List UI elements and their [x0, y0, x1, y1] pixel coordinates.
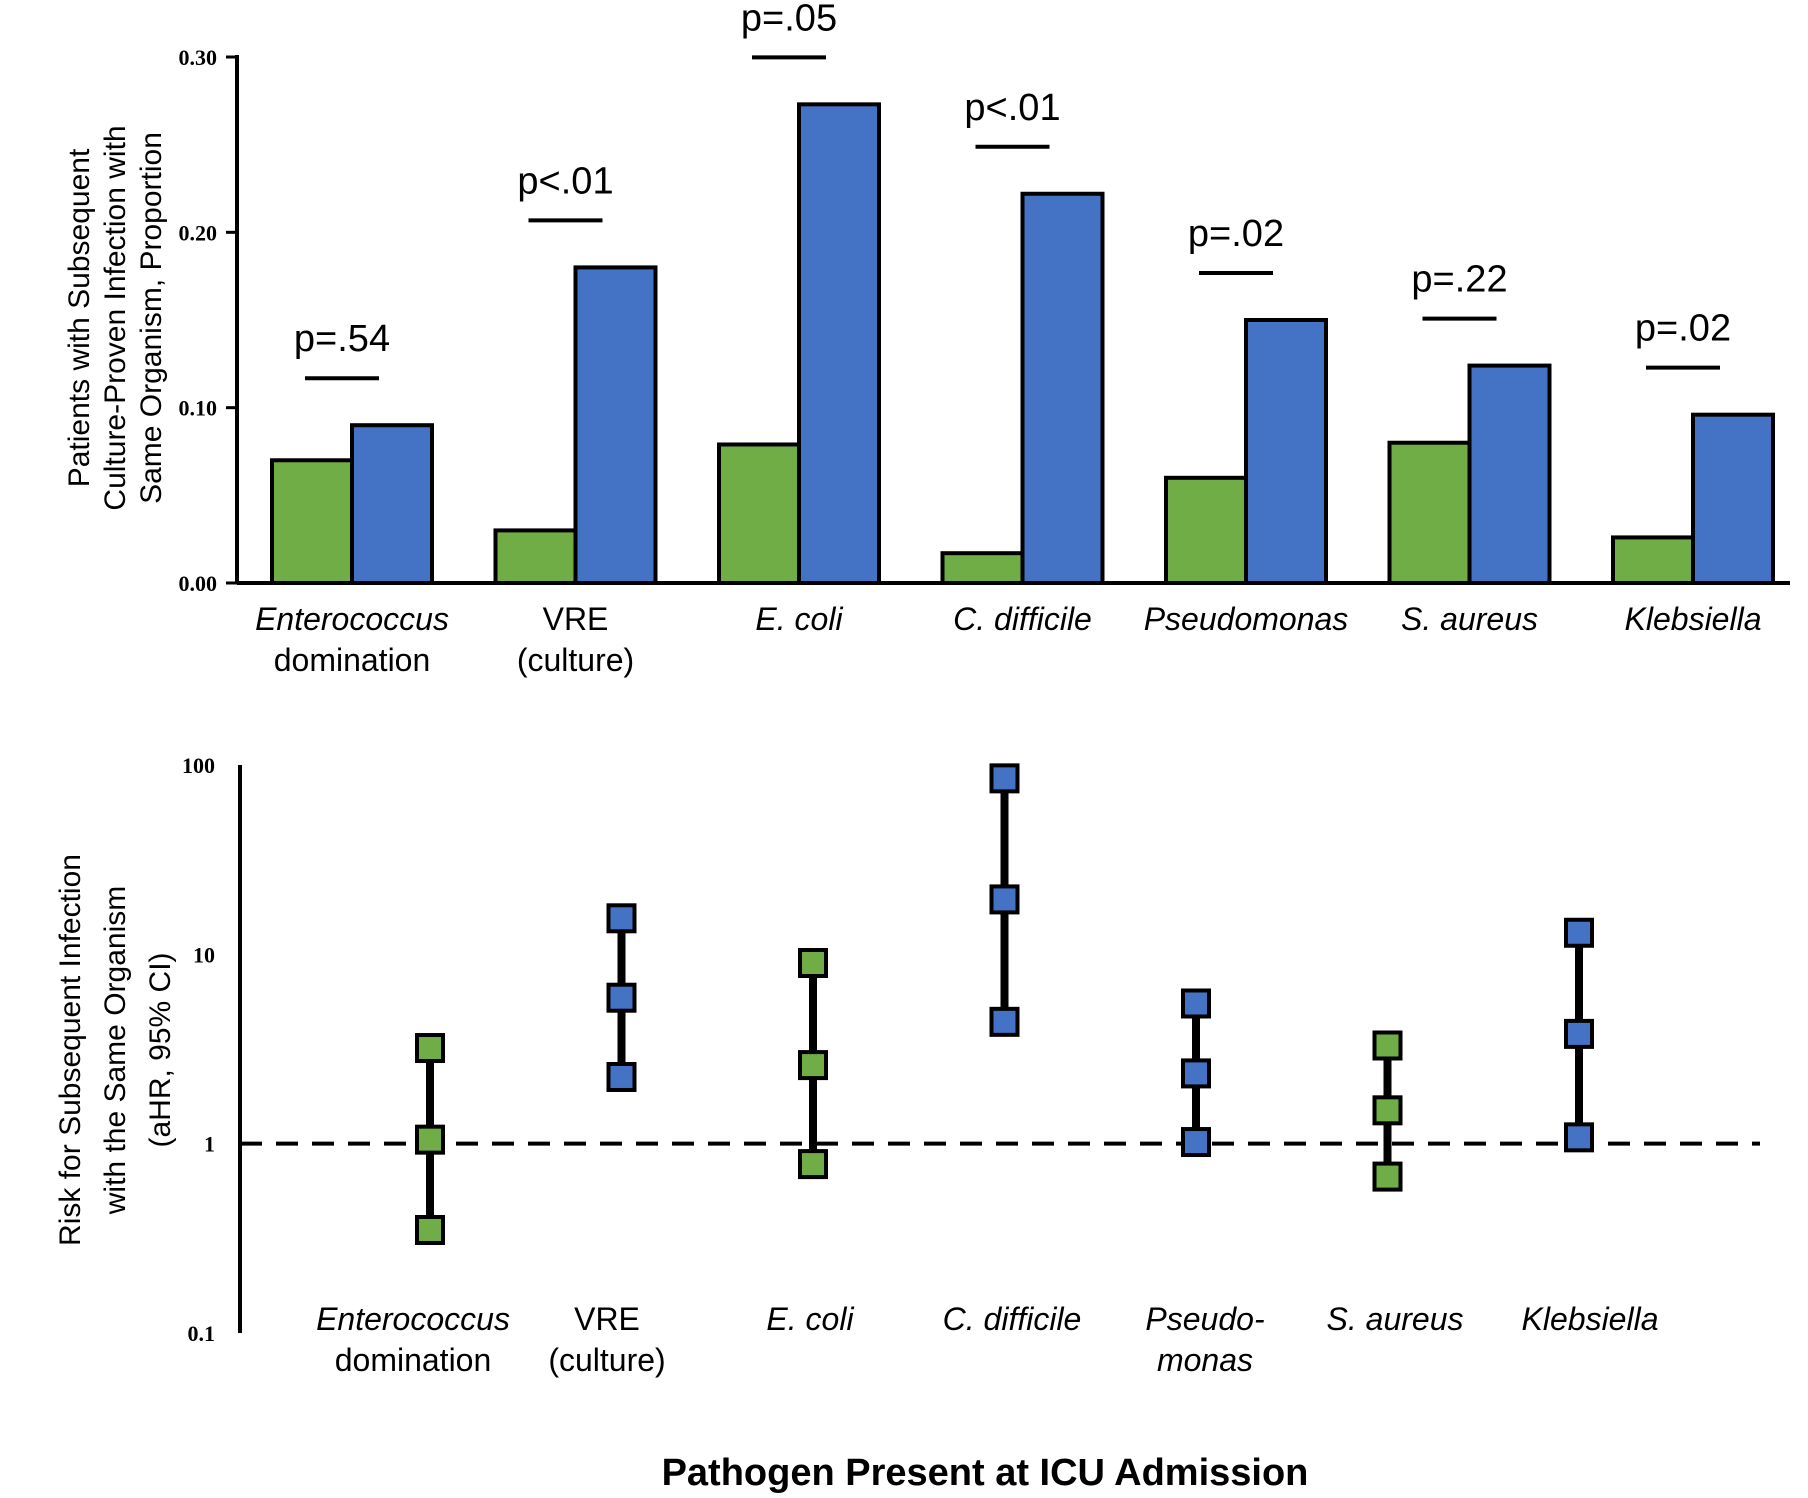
ci-low-marker — [415, 1214, 445, 1245]
hr-marker — [606, 982, 637, 1013]
risk-category-label: S. aureus — [1327, 1301, 1464, 1337]
bar-green — [1387, 440, 1472, 585]
hr-marker — [415, 1124, 445, 1155]
risk-category-label: Enterococcus domination — [316, 1301, 510, 1378]
risk-category-label: Pseudo-monas — [1145, 1301, 1264, 1378]
bar-y-ticks: 0.00 0.10 0.20 0.30 — [179, 45, 237, 596]
p-value-label: p<.01 — [964, 87, 1060, 129]
risk-tick-label: 10 — [193, 942, 215, 967]
p-value-label: p<.01 — [517, 160, 613, 202]
risk-tick-label: 100 — [182, 753, 215, 778]
ci-high-marker — [798, 947, 828, 978]
bar-blue — [1467, 363, 1552, 585]
bar-category-label: Klebsiella — [1625, 601, 1762, 637]
ci-low-marker — [1181, 1127, 1211, 1158]
hr-marker — [1564, 1018, 1594, 1049]
bar-category-label: VRE (culture) — [517, 601, 634, 678]
bar-chart-panel: 0.000.100.200.30 p=.54p<.01p=.05p<.01p=.… — [63, 0, 1790, 678]
bar-tick-label: 0.20 — [179, 220, 218, 245]
p-value-label: p=.02 — [1635, 308, 1731, 350]
risk-category-label: Klebsiella — [1522, 1301, 1659, 1337]
bar-category-labels: Enterococcus domination VRE (culture) E. col… — [255, 601, 1761, 678]
ci-high-marker — [1564, 917, 1594, 948]
risk-tick-label: 1 — [204, 1132, 215, 1157]
risk-chart-panel: 0.1 1 10 100 Enterococcus domination VRE (cult… — [54, 753, 1760, 1378]
bar-blue — [350, 423, 434, 586]
risk-tick-label: 0.1 — [188, 1321, 216, 1346]
ci-low-marker — [1564, 1122, 1594, 1153]
bar-blue — [797, 102, 881, 585]
bar-green — [270, 458, 354, 585]
hr-marker — [1181, 1058, 1211, 1089]
p-value-label: p=.22 — [1411, 259, 1507, 301]
bar-blue — [1020, 191, 1105, 585]
ci-high-marker — [1181, 988, 1211, 1019]
ci-high-marker — [1372, 1030, 1403, 1061]
bar-y-axis-label: Patients with Subsequent Culture-Proven I… — [63, 125, 168, 510]
p-value-label: p=.05 — [741, 0, 837, 39]
risk-marks — [415, 763, 1594, 1245]
bar-green — [1164, 475, 1248, 585]
ci-low-marker — [798, 1149, 828, 1180]
p-value-label: p=.54 — [294, 318, 390, 360]
bar-category-label: E. coli — [755, 601, 843, 637]
risk-category-labels: Enterococcus domination VRE (culture) E. col… — [316, 1301, 1658, 1378]
bar-tick-label: 0.10 — [179, 396, 218, 421]
ci-low-marker — [1372, 1161, 1403, 1192]
risk-category-label: E. coli — [766, 1301, 854, 1337]
risk-category-label: C. difficile — [943, 1301, 1082, 1337]
bar-green — [493, 528, 578, 586]
risk-y-ticks: 0.1 1 10 100 — [182, 753, 215, 1346]
risk-category-label: VRE (culture) — [548, 1301, 665, 1378]
bar-p-values: p=.54 p<.01 p=.05 p<.01 p=.02 p=.22 p=.02 — [294, 0, 1731, 381]
bar-tick-label: 0.30 — [179, 45, 218, 70]
x-axis-title: Pathogen Present at ICU Admission — [662, 1452, 1309, 1494]
bar-category-label: Enterococcus domination — [255, 601, 449, 678]
bar-blue — [1244, 318, 1328, 585]
bar-category-label: C. difficile — [953, 601, 1092, 637]
hr-marker — [798, 1050, 828, 1081]
bar-blue — [573, 265, 658, 585]
bar-category-label: Pseudomonas — [1144, 601, 1349, 637]
hr-marker — [989, 884, 1020, 915]
bar-blue — [1691, 412, 1775, 585]
bar-green — [1611, 535, 1695, 585]
ci-low-marker — [989, 1006, 1020, 1037]
bar-green — [940, 551, 1025, 586]
ci-high-marker — [606, 903, 637, 934]
bar-tick-label: 0.00 — [179, 571, 218, 596]
bar-green — [717, 442, 801, 585]
p-value-label: p=.02 — [1188, 213, 1284, 255]
bar-marks — [270, 102, 1775, 586]
ci-high-marker — [415, 1033, 445, 1064]
hr-marker — [1372, 1095, 1403, 1126]
ci-low-marker — [606, 1061, 637, 1092]
ci-high-marker — [989, 763, 1020, 794]
bar-category-label: S. aureus — [1401, 601, 1538, 637]
risk-y-axis-label: Risk for Subsequent Infection with the Sa… — [54, 854, 177, 1246]
